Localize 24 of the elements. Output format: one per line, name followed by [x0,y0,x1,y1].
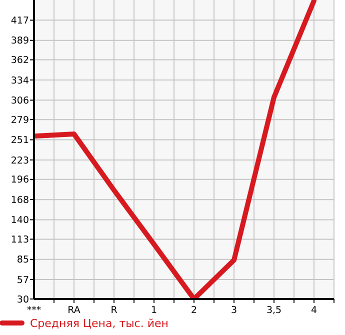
y-tick-label: 113 [10,234,29,246]
x-tick-label: 1 [150,305,158,316]
y-tick-label: 279 [10,114,29,126]
x-tick-label: 3 [230,305,238,316]
y-tick-label: 362 [10,55,29,66]
y-tick-label: 334 [10,75,29,86]
y-tick-label: 30 [16,294,29,306]
y-tick-label: 196 [10,174,29,186]
y-tick-label: 57 [16,274,29,286]
y-tick-label: 251 [10,135,29,146]
y-tick-label: 306 [10,95,29,106]
y-tick-label: 140 [10,215,29,226]
legend-label: Средняя Цена, тыс. йен [30,317,168,330]
x-tick-label: RA [68,305,81,316]
x-tick-label: R [110,305,118,316]
x-tick-label: 4 [310,305,318,316]
x-tick-label: 2 [190,305,198,316]
x-tick-label: 3,5 [266,305,282,316]
y-tick-label: 389 [10,36,29,47]
y-tick-label: 85 [16,254,29,266]
y-tick-label: 417 [10,16,29,26]
x-tick-label: *** [26,305,42,316]
y-tick-label: 223 [10,155,29,166]
y-tick-label: 168 [10,194,29,206]
